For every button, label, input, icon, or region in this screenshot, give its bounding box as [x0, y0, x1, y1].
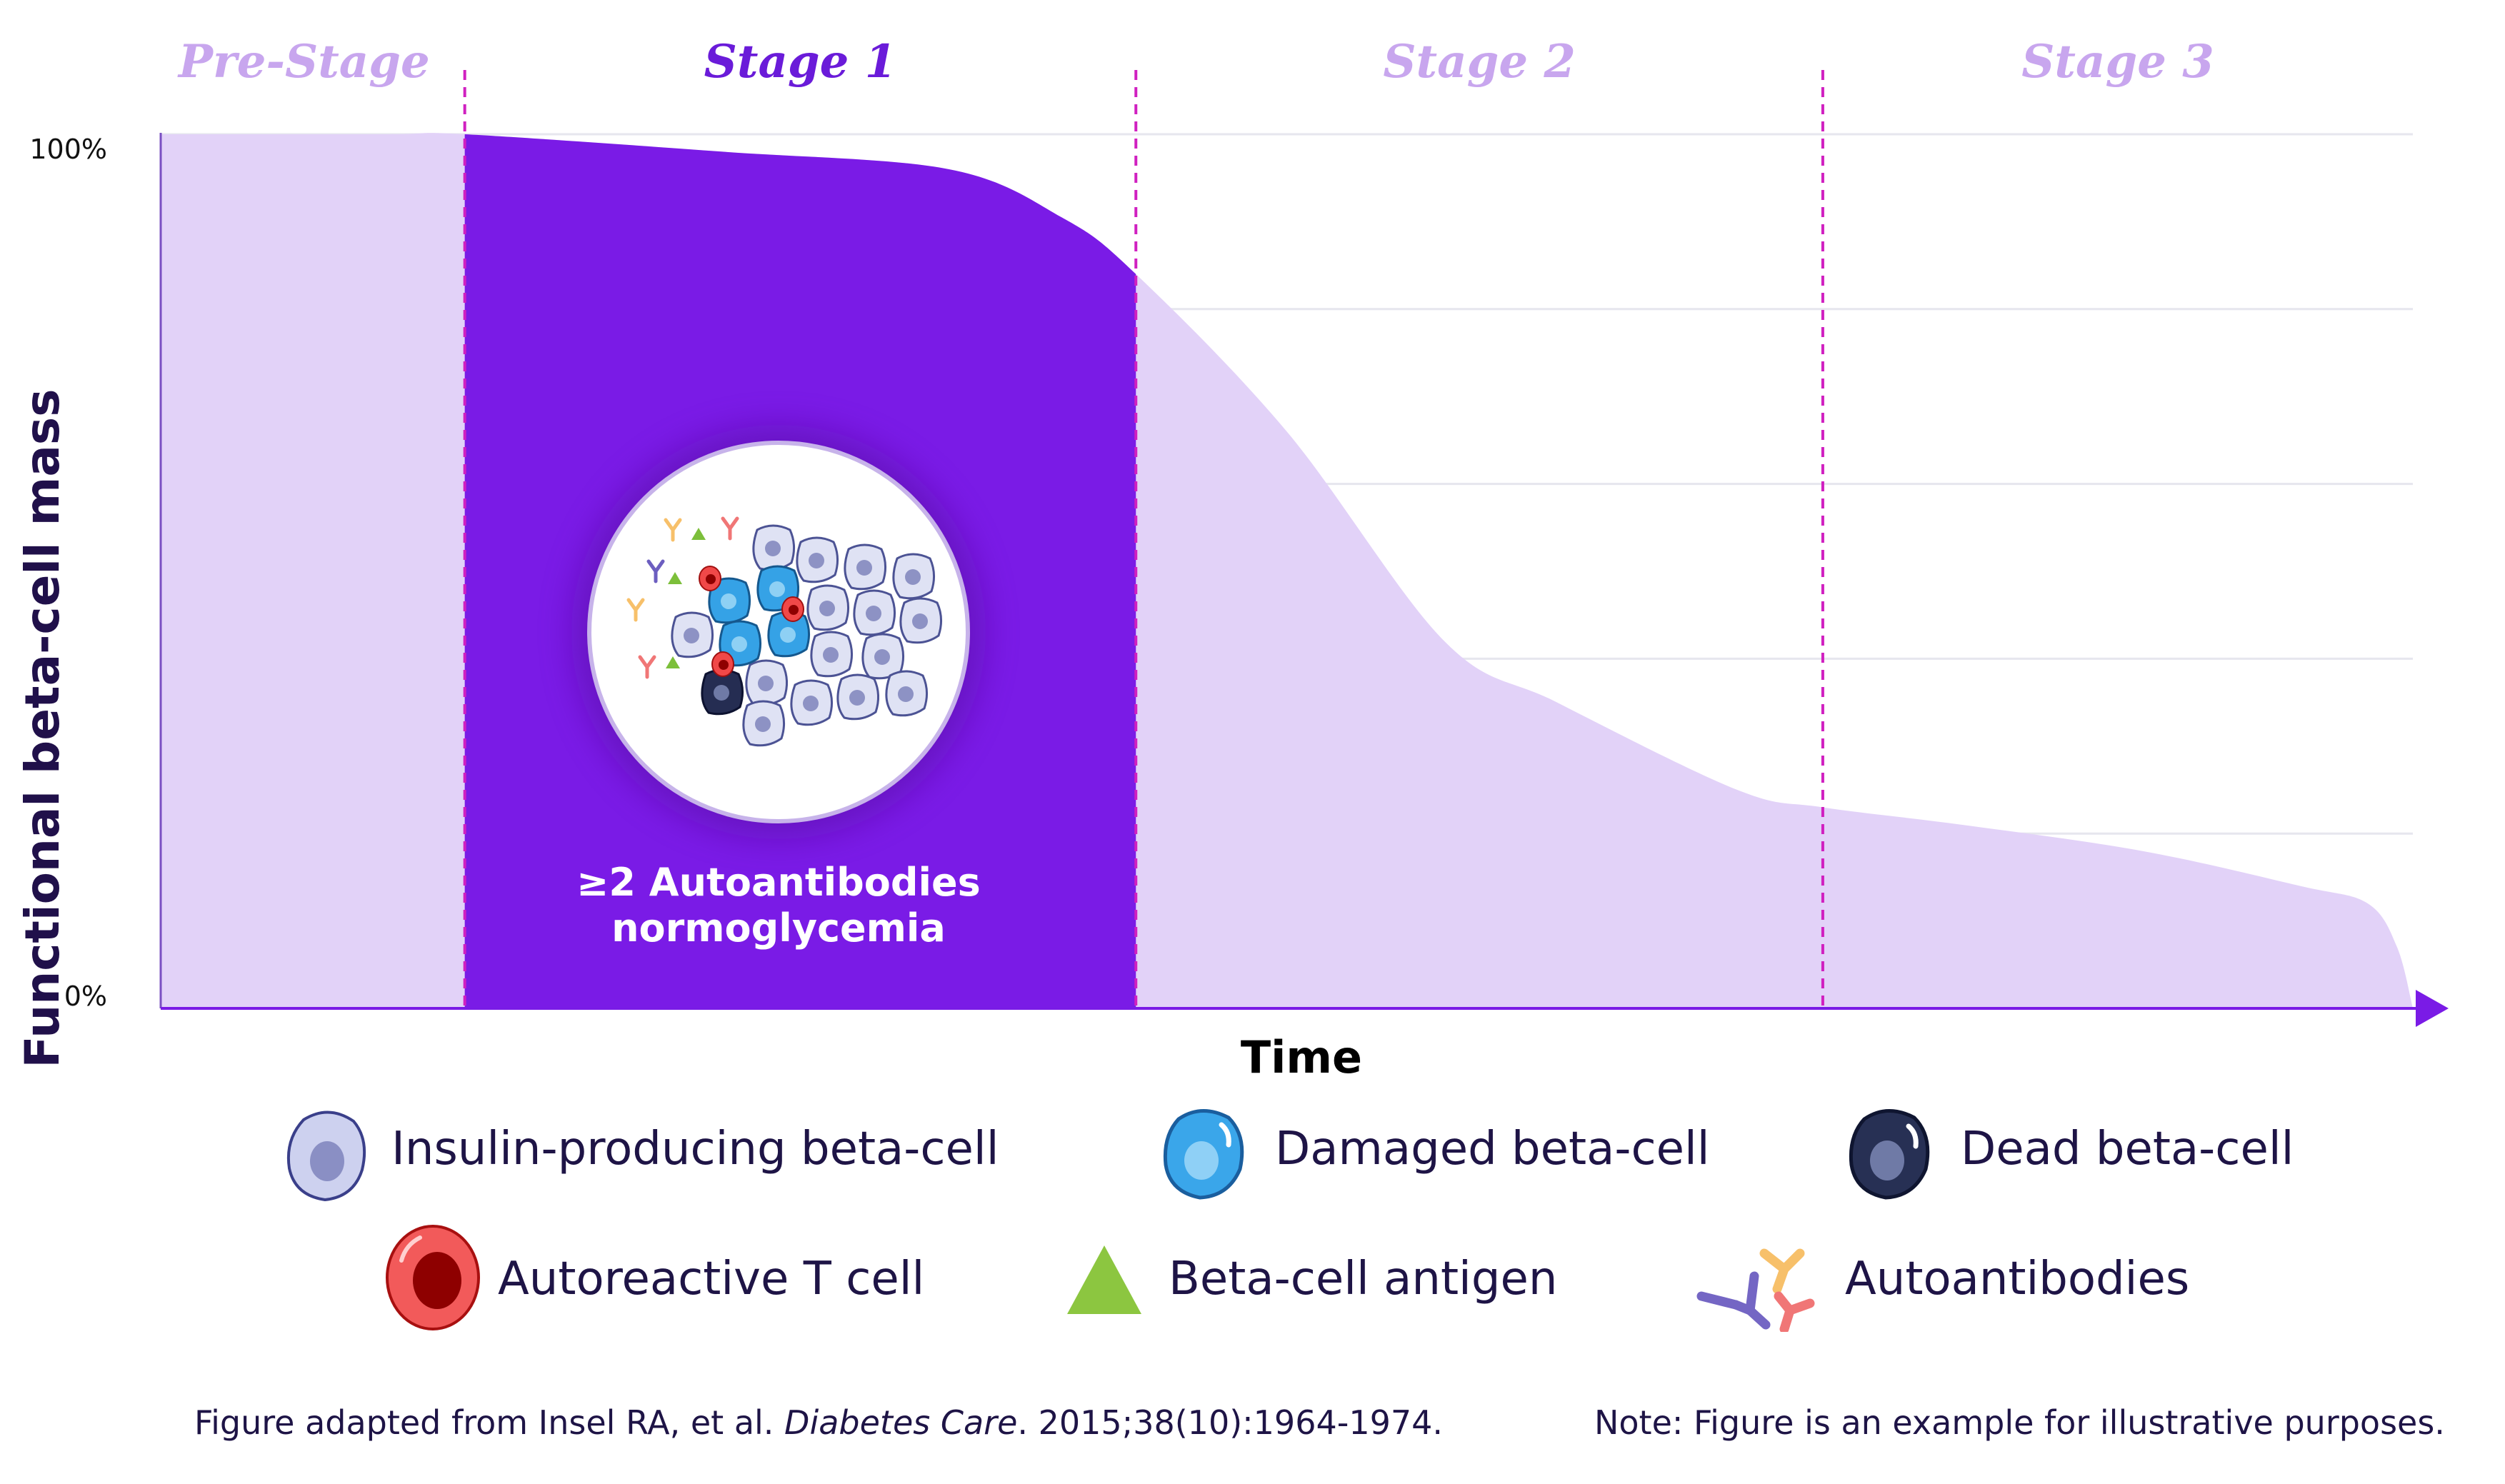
- cluster-antibody-4: [638, 655, 656, 679]
- legend-label-autoantibodies: Autoantibodies: [1845, 1253, 2190, 1305]
- y-tick-label-1: 0%: [64, 981, 107, 1012]
- cluster-antibody-2: [646, 559, 665, 583]
- citation-prefix: Figure adapted from Insel RA, et al.: [194, 1403, 785, 1442]
- cluster-beta-cell-3: [892, 553, 935, 600]
- y-tick-labels: 100% 0%: [29, 134, 107, 1012]
- cluster-beta-cell-13-nucleus: [898, 686, 914, 702]
- cluster-beta-cell-10: [745, 659, 788, 706]
- cluster-beta-cell-1: [796, 536, 839, 583]
- cluster-beta-cell-0-nucleus: [765, 541, 781, 556]
- antigen-icon: [1067, 1245, 1141, 1314]
- cluster-beta-cell-14-nucleus: [755, 716, 771, 732]
- cluster-antigen-1: [668, 572, 682, 584]
- citation-footnote: Figure adapted from Insel RA, et al. Dia…: [194, 1403, 1443, 1442]
- stage-label-3: Stage 3: [2021, 35, 2214, 89]
- legend-label-dead-beta-cell: Dead beta-cell: [1961, 1123, 2294, 1175]
- cluster-damaged-cell-1-nucleus: [769, 581, 785, 597]
- stage-label-0: Pre-Stage: [177, 35, 430, 89]
- t-cell-icon: [386, 1225, 480, 1330]
- cluster-antibody-3: [626, 598, 645, 622]
- y-axis-label: Functional beta-cell mass: [15, 388, 70, 1068]
- cluster-beta-cell-2-nucleus: [856, 560, 872, 576]
- cell-cluster-inset: [571, 425, 986, 839]
- cluster-antibody-1: [721, 516, 739, 541]
- beta-cell-icon: [286, 1111, 366, 1202]
- cluster-beta-cell-8: [810, 631, 853, 678]
- cluster-beta-cell-7-nucleus: [684, 628, 699, 643]
- citation-journal: Diabetes Care: [784, 1403, 1018, 1442]
- cluster-t-cell-core-0: [706, 574, 716, 584]
- cluster-antigen-0: [691, 528, 706, 540]
- cluster-antibody-shape-4: [638, 655, 656, 679]
- cluster-beta-cell-11: [790, 679, 833, 726]
- stage-label-2: Stage 2: [1383, 35, 1576, 89]
- cluster-beta-cell-2: [844, 543, 886, 591]
- cluster-damaged-cell-2-nucleus: [731, 636, 747, 652]
- cluster-beta-cell-9-nucleus: [874, 649, 890, 665]
- cluster-antigen-2: [666, 656, 680, 668]
- cluster-beta-cell-10-nucleus: [758, 676, 774, 691]
- cluster-beta-cell-12-nucleus: [849, 690, 865, 706]
- stage-dividers: [463, 70, 1824, 1008]
- cluster-beta-cell-9: [861, 633, 904, 680]
- damaged-beta-cell-icon: [1163, 1109, 1244, 1200]
- cluster-beta-cell-6: [899, 597, 942, 644]
- illustrative-note: Note: Figure is an example for illustrat…: [1594, 1403, 2445, 1442]
- cluster-antibody-shape-2: [646, 559, 665, 583]
- cluster-beta-cell-12: [836, 673, 879, 721]
- stage-labels: Pre-Stage Stage 1 Stage 2 Stage 3: [177, 35, 2214, 89]
- cluster-damaged-cell-3-nucleus: [780, 627, 796, 643]
- cluster-beta-cell-5-nucleus: [866, 606, 881, 621]
- cluster-antibody-shape-3: [626, 598, 645, 622]
- autoantibodies-icon: [1696, 1248, 1815, 1332]
- cluster-beta-cell-7: [671, 611, 714, 658]
- cluster-damaged-cell-0: [708, 577, 751, 624]
- legend-label-antigen: Beta-cell antigen: [1169, 1253, 1558, 1305]
- legend-label-beta-cell: Insulin-producing beta-cell: [391, 1123, 999, 1175]
- cluster-beta-cell-3-nucleus: [905, 569, 921, 585]
- cluster-beta-cell-1-nucleus: [809, 553, 824, 568]
- cluster-dead-cell-0-nucleus: [714, 685, 729, 701]
- cluster-beta-cell-11-nucleus: [803, 696, 819, 711]
- cluster-beta-cell-4: [806, 584, 849, 631]
- x-axis-arrow: [2416, 990, 2449, 1027]
- dead-beta-cell-icon: [1849, 1109, 1930, 1200]
- y-tick-label-0: 100%: [29, 134, 107, 165]
- axes: [159, 133, 2449, 1027]
- cluster-beta-cell-8-nucleus: [823, 647, 839, 663]
- cluster-cells: [626, 516, 942, 747]
- annotation-autoantibodies: ≥2 Autoantibodies: [576, 860, 981, 905]
- cluster-damaged-cell-0-nucleus: [721, 593, 736, 609]
- legend-label-damaged-beta-cell: Damaged beta-cell: [1275, 1123, 1710, 1175]
- cluster-beta-cell-0: [752, 524, 795, 571]
- cluster-beta-cell-14: [742, 700, 785, 747]
- stage-label-1: Stage 1: [704, 35, 897, 89]
- cluster-beta-cell-6-nucleus: [912, 613, 928, 629]
- cluster-beta-cell-13: [885, 670, 928, 717]
- citation-suffix: . 2015;38(10):1964-1974.: [1017, 1403, 1444, 1442]
- legend-label-t-cell: Autoreactive T cell: [498, 1253, 925, 1305]
- x-axis-label: Time: [1241, 1031, 1362, 1083]
- cluster-antibody-0: [664, 518, 682, 542]
- annotation-normoglycemia: normoglycemia: [611, 906, 946, 951]
- cluster-beta-cell-5: [853, 589, 896, 636]
- cluster-antibody-shape-0: [664, 518, 682, 542]
- cluster-t-cell-core-2: [719, 660, 729, 670]
- cluster-beta-cell-4-nucleus: [819, 601, 835, 616]
- cluster-t-cell-core-1: [789, 605, 799, 615]
- cluster-antibody-shape-1: [721, 516, 739, 541]
